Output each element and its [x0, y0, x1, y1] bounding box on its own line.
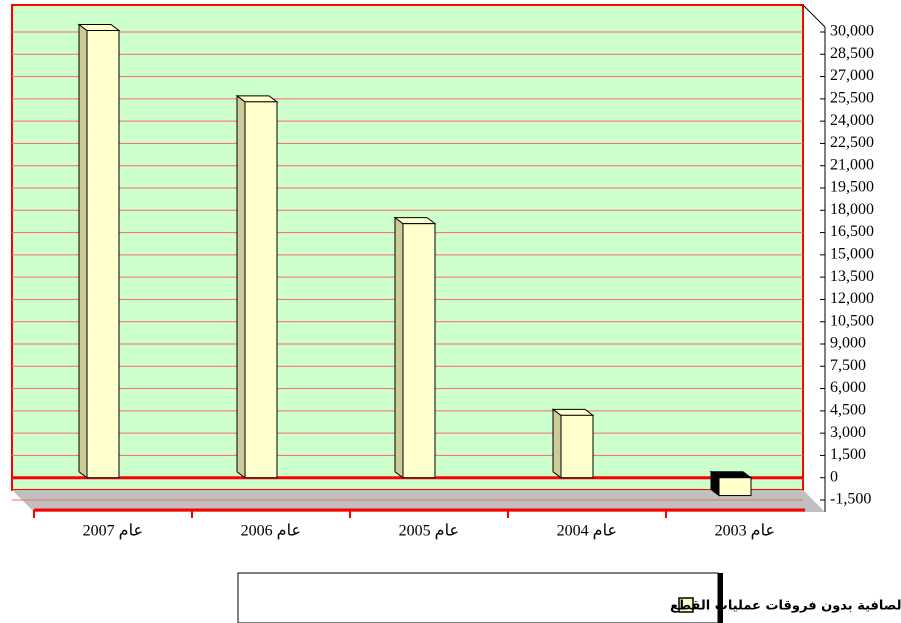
bar: [86, 30, 120, 479]
y-tick-label: 6,000: [830, 379, 866, 396]
bar: [718, 477, 752, 497]
y-tick-label: 0: [830, 468, 838, 485]
bar-top: [393, 217, 437, 225]
bar: [402, 223, 436, 479]
x-tick-label: عام 2007: [83, 523, 143, 540]
bar-side: [236, 94, 246, 479]
y-tick-label: 7,500: [830, 357, 866, 374]
y-tick-label: 30,000: [830, 23, 874, 40]
y-tick-label: 1,500: [830, 446, 866, 463]
bar: [244, 101, 278, 479]
y-tick-label: 18,000: [830, 201, 874, 218]
bar-top: [235, 95, 279, 103]
axis-edge: [802, 4, 826, 28]
y-tick-label: 3,000: [830, 424, 866, 441]
bar: [560, 414, 594, 479]
y-tick-label: 4,500: [830, 402, 866, 419]
x-tick-label: عام 2005: [399, 523, 459, 540]
bar-side: [78, 23, 88, 479]
legend-label: الأرباح غير الصافية بدون فروقات عمليات ا…: [670, 597, 901, 614]
bar-top: [77, 24, 121, 32]
y-tick-label: 25,500: [830, 90, 874, 107]
y-tick-label: 24,000: [830, 112, 874, 129]
y-tick-label: 9,000: [830, 335, 866, 352]
x-tick-label: عام 2006: [241, 523, 301, 540]
y-tick-label: 27,000: [830, 67, 874, 84]
floor: [12, 490, 825, 512]
y-tick-label: 19,500: [830, 179, 874, 196]
y-tick-label: 28,500: [830, 45, 874, 62]
bar-side: [394, 216, 404, 479]
bar-top: [709, 471, 753, 479]
y-tick-label: 13,500: [830, 268, 874, 285]
bar-top: [551, 408, 595, 416]
y-tick-label: 21,000: [830, 156, 874, 173]
y-tick-label: 10,500: [830, 312, 874, 329]
legend: [237, 572, 719, 623]
y-tick-label: 12,000: [830, 290, 874, 307]
y-tick-label: 22,500: [830, 134, 874, 151]
bar-side: [552, 408, 562, 479]
y-tick-label: 15,000: [830, 246, 874, 263]
x-tick-label: عام 2004: [557, 523, 617, 540]
x-tick-label: عام 2003: [715, 523, 775, 540]
legend-shadow: [718, 573, 723, 623]
legend-swatch: [678, 597, 694, 613]
y-tick-label: -1,500: [830, 491, 871, 508]
y-tick-label: 16,500: [830, 223, 874, 240]
